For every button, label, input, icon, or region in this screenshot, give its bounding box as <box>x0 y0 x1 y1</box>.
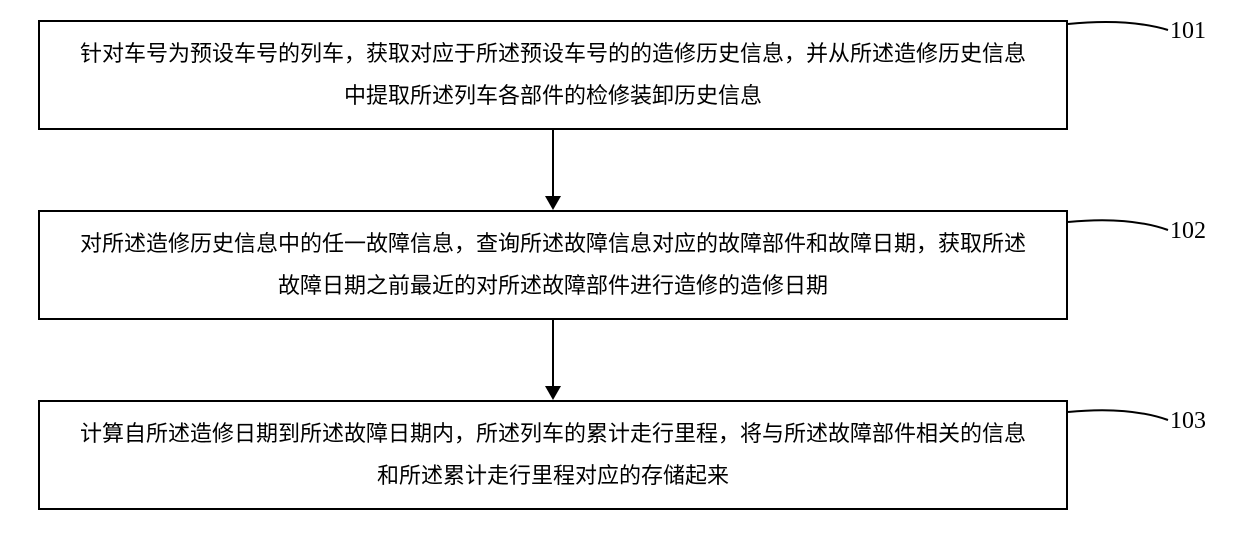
flowchart-canvas: 针对车号为预设车号的列车，获取对应于所述预设车号的的造修历史信息，并从所述造修历… <box>0 0 1240 553</box>
step-label-101: 101 <box>1170 18 1206 45</box>
step-label-103: 103 <box>1170 408 1206 435</box>
step-label-102: 102 <box>1170 218 1206 245</box>
connector-3 <box>0 0 1240 553</box>
